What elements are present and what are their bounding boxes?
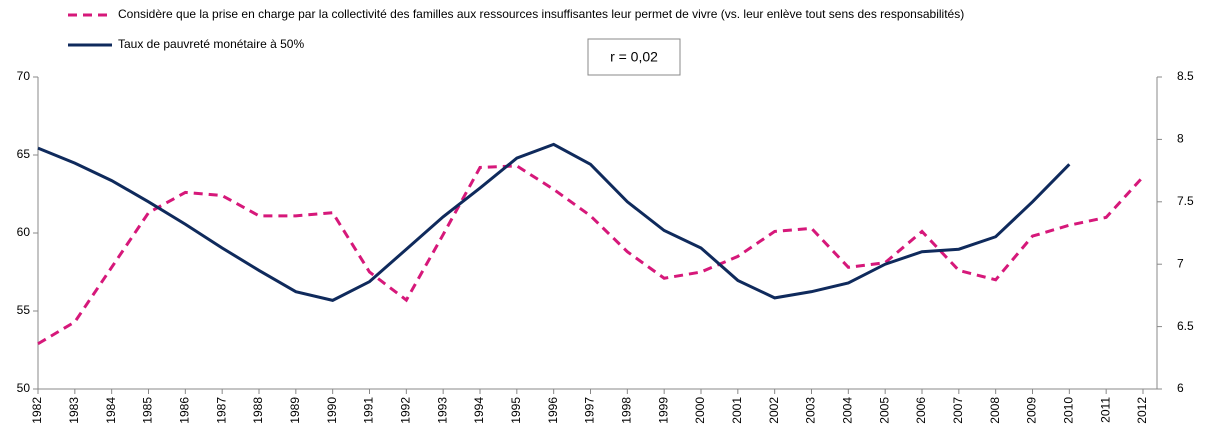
x-tick-label: 2003 <box>804 397 818 424</box>
x-tick-label: 1987 <box>214 397 228 424</box>
x-tick-label: 1988 <box>251 397 265 424</box>
x-tick-label: 2007 <box>951 397 965 424</box>
x-tick-label: 2006 <box>914 397 928 424</box>
x-tick-label: 2005 <box>877 397 891 424</box>
y2-tick-label: 6.5 <box>1177 319 1194 333</box>
x-tick-label: 1990 <box>325 397 339 424</box>
x-tick-label: 1998 <box>620 397 634 424</box>
x-tick-label: 1994 <box>472 397 486 424</box>
x-tick-label: 2011 <box>1098 397 1112 423</box>
annotation-box <box>587 38 681 76</box>
x-tick-label: 1989 <box>288 397 302 424</box>
y-tick-label: 55 <box>17 303 31 317</box>
x-tick-label: 1996 <box>546 397 560 424</box>
y2-tick-label: 7.5 <box>1177 194 1194 208</box>
y-tick-label: 50 <box>17 381 31 395</box>
y2-tick-label: 8 <box>1177 132 1184 146</box>
x-tick-label: 2009 <box>1025 397 1039 424</box>
x-tick-label: 1986 <box>178 397 192 424</box>
legend-label: Considère que la prise en charge par la … <box>118 7 964 21</box>
x-tick-label: 1991 <box>362 397 376 424</box>
legend-label: Taux de pauvreté monétaire à 50% <box>118 37 304 51</box>
x-tick-label: 1983 <box>67 397 81 424</box>
x-tick-label: 2004 <box>841 397 855 424</box>
annotation: r = 0,02 <box>610 49 658 65</box>
series-line <box>37 142 1071 302</box>
y2-tick-label: 8.5 <box>1177 69 1194 83</box>
x-tick-label: 2000 <box>693 397 707 424</box>
y2-tick-label: 7 <box>1177 256 1184 270</box>
x-tick-label: 2002 <box>767 397 781 424</box>
series-line <box>37 164 1145 346</box>
x-tick-label: 2001 <box>730 397 744 424</box>
x-tick-label: 1995 <box>509 397 523 424</box>
y-tick-label: 65 <box>17 147 31 161</box>
x-tick-label: 2010 <box>1062 397 1076 424</box>
x-tick-label: 2012 <box>1135 397 1149 424</box>
x-tick-label: 1982 <box>30 397 44 424</box>
x-tick-label: 1984 <box>104 397 118 424</box>
x-tick-label: 1999 <box>656 397 670 424</box>
x-tick-label: 1997 <box>583 397 597 424</box>
y-tick-label: 70 <box>17 69 31 83</box>
x-tick-label: 1993 <box>435 397 449 424</box>
x-tick-label: 1992 <box>399 397 413 424</box>
y-tick-label: 60 <box>17 225 31 239</box>
x-tick-label: 1985 <box>141 397 155 424</box>
y2-tick-label: 6 <box>1177 381 1184 395</box>
x-tick-label: 2008 <box>988 397 1002 424</box>
